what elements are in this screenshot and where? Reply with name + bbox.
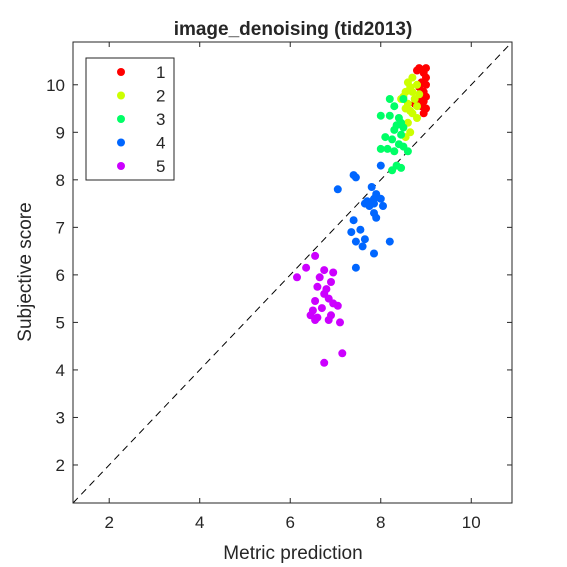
plot-area-frame	[72, 41, 513, 504]
data-point-series-3	[385, 95, 394, 103]
legend-label-2: 2	[156, 87, 165, 106]
x-tick-label: 2	[104, 513, 113, 532]
data-point-series-4	[347, 228, 356, 237]
y-tick-label: 8	[56, 171, 65, 190]
data-point-series-2	[413, 102, 421, 111]
y-tick-label: 7	[56, 218, 65, 237]
chart-title: image_denoising (tid2013)	[174, 19, 413, 40]
legend-label-3: 3	[156, 110, 165, 129]
x-tick-label: 4	[195, 513, 204, 532]
y-axis-label: Subjective score	[15, 202, 36, 341]
y-tick-label: 3	[56, 408, 65, 427]
data-point-series-2	[413, 114, 421, 122]
legend-marker-5	[117, 162, 125, 170]
data-point-series-5	[311, 251, 320, 260]
data-point-series-3	[381, 133, 390, 142]
data-point-series-4	[360, 235, 369, 244]
y-tick-label: 9	[56, 123, 65, 142]
data-point-series-5	[320, 358, 329, 367]
y-tick-label: 6	[56, 266, 65, 285]
data-point-series-1	[422, 80, 430, 89]
legend-marker-4	[117, 138, 125, 147]
legend-label-1: 1	[156, 63, 165, 82]
data-points-layer	[293, 64, 430, 367]
data-point-series-5	[336, 318, 344, 327]
data-point-series-3	[390, 125, 399, 134]
data-point-series-5	[317, 304, 326, 313]
data-point-series-4	[351, 237, 360, 246]
legend-label-4: 4	[156, 134, 165, 153]
data-point-series-4	[385, 237, 394, 246]
data-point-series-1	[419, 109, 428, 118]
data-point-series-5	[311, 316, 320, 324]
y-tick-label: 4	[56, 361, 65, 380]
data-point-series-2	[408, 87, 417, 96]
reference-diagonal-layer	[72, 41, 513, 504]
y-tick-label: 2	[56, 456, 65, 475]
legend-marker-1	[117, 68, 125, 76]
data-point-series-3	[399, 95, 408, 103]
reference-diagonal-line	[72, 41, 513, 504]
data-point-series-5	[329, 268, 338, 277]
axis-ticks-layer: 2 4 6 8 10 2 3 4 5 6 7 8 9 10	[46, 42, 512, 532]
x-tick-label: 6	[286, 513, 295, 532]
data-point-series-3	[390, 102, 399, 111]
data-point-series-3	[403, 147, 412, 156]
data-point-series-4	[358, 242, 367, 251]
data-point-series-3	[385, 111, 394, 120]
data-point-series-5	[338, 349, 347, 358]
data-point-series-3	[376, 144, 385, 153]
data-point-series-4	[370, 199, 378, 208]
data-point-series-3	[397, 163, 406, 172]
legend-box	[85, 57, 175, 181]
data-point-series-4	[351, 173, 360, 182]
data-point-series-4	[379, 202, 387, 210]
x-tick-label: 8	[376, 513, 385, 532]
data-point-series-1	[413, 66, 421, 75]
data-point-series-3	[397, 130, 406, 139]
data-point-series-2	[413, 80, 421, 89]
data-point-series-4	[356, 225, 365, 234]
data-point-series-5	[324, 316, 333, 324]
data-point-series-4	[351, 263, 360, 272]
data-point-series-4	[349, 216, 358, 225]
x-tick-label: 10	[462, 513, 481, 532]
legend: 1 2 3 4 5	[85, 57, 175, 181]
data-point-series-3	[376, 111, 385, 120]
data-point-series-4	[376, 161, 385, 170]
data-point-series-5	[313, 282, 322, 291]
x-axis-label: Metric prediction	[223, 543, 362, 564]
data-point-series-3	[388, 135, 397, 144]
data-point-series-5	[311, 297, 320, 305]
data-point-series-5	[315, 273, 324, 282]
y-tick-label: 5	[56, 313, 65, 332]
data-point-series-3	[388, 166, 397, 175]
data-point-series-5	[333, 301, 342, 310]
data-point-series-5	[320, 266, 329, 275]
data-point-series-3	[399, 123, 408, 132]
y-tick-label: 10	[46, 76, 65, 95]
data-point-series-3	[390, 147, 399, 156]
data-point-series-4	[333, 185, 342, 194]
legend-marker-2	[117, 91, 125, 100]
data-point-series-4	[372, 213, 381, 222]
data-point-series-3	[383, 144, 392, 153]
data-point-series-5	[302, 263, 311, 272]
data-point-series-4	[376, 194, 385, 203]
legend-label-5: 5	[156, 157, 165, 176]
data-point-series-5	[293, 273, 301, 282]
legend-marker-3	[117, 115, 125, 123]
data-point-series-5	[327, 278, 335, 286]
data-point-series-4	[370, 249, 378, 258]
data-point-series-4	[367, 183, 376, 191]
data-point-series-2	[410, 95, 419, 103]
